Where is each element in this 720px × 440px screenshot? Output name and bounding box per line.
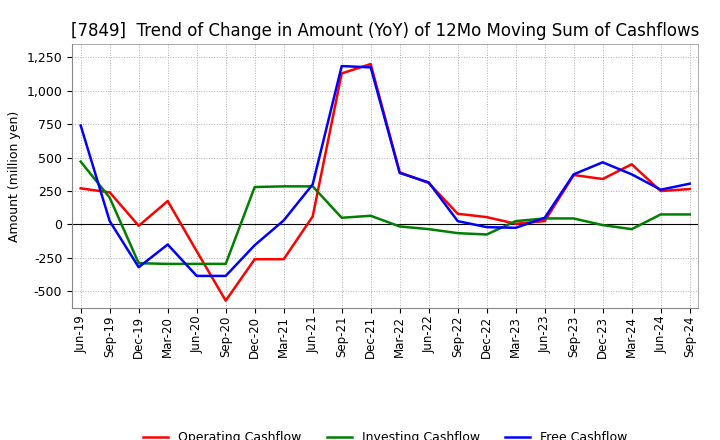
Investing Cashflow — [221, 261, 230, 267]
Free Cashflow — [105, 219, 114, 224]
Free Cashflow — [627, 172, 636, 177]
Operating Cashflow — [482, 214, 491, 220]
Operating Cashflow — [192, 249, 201, 254]
Operating Cashflow — [541, 219, 549, 224]
Free Cashflow — [395, 170, 404, 176]
Investing Cashflow — [135, 260, 143, 266]
Investing Cashflow — [308, 184, 317, 189]
Line: Operating Cashflow: Operating Cashflow — [81, 64, 690, 301]
Operating Cashflow — [308, 214, 317, 219]
Free Cashflow — [511, 225, 520, 231]
Operating Cashflow — [338, 71, 346, 76]
Free Cashflow — [163, 242, 172, 247]
Operating Cashflow — [627, 161, 636, 167]
Operating Cashflow — [163, 198, 172, 204]
Free Cashflow — [76, 123, 85, 128]
Free Cashflow — [482, 224, 491, 230]
Investing Cashflow — [338, 215, 346, 220]
Investing Cashflow — [570, 216, 578, 221]
Free Cashflow — [135, 264, 143, 270]
Operating Cashflow — [135, 223, 143, 228]
Investing Cashflow — [511, 219, 520, 224]
Investing Cashflow — [482, 232, 491, 237]
Free Cashflow — [541, 215, 549, 220]
Investing Cashflow — [251, 184, 259, 190]
Free Cashflow — [308, 182, 317, 187]
Operating Cashflow — [76, 186, 85, 191]
Investing Cashflow — [685, 212, 694, 217]
Free Cashflow — [279, 218, 288, 223]
Operating Cashflow — [251, 257, 259, 262]
Operating Cashflow — [570, 172, 578, 178]
Operating Cashflow — [424, 180, 433, 186]
Legend: Operating Cashflow, Investing Cashflow, Free Cashflow: Operating Cashflow, Investing Cashflow, … — [137, 425, 634, 440]
Investing Cashflow — [598, 223, 607, 228]
Free Cashflow — [251, 242, 259, 248]
Free Cashflow — [366, 65, 375, 70]
Free Cashflow — [685, 181, 694, 186]
Operating Cashflow — [511, 221, 520, 227]
Investing Cashflow — [192, 261, 201, 267]
Line: Free Cashflow: Free Cashflow — [81, 66, 690, 276]
Y-axis label: Amount (million yen): Amount (million yen) — [8, 110, 21, 242]
Investing Cashflow — [76, 159, 85, 164]
Free Cashflow — [338, 63, 346, 69]
Investing Cashflow — [163, 261, 172, 267]
Line: Investing Cashflow: Investing Cashflow — [81, 161, 690, 264]
Operating Cashflow — [395, 170, 404, 175]
Investing Cashflow — [279, 184, 288, 189]
Operating Cashflow — [105, 190, 114, 195]
Free Cashflow — [424, 180, 433, 185]
Free Cashflow — [192, 273, 201, 279]
Investing Cashflow — [657, 212, 665, 217]
Investing Cashflow — [105, 195, 114, 200]
Free Cashflow — [454, 219, 462, 224]
Investing Cashflow — [424, 227, 433, 232]
Free Cashflow — [570, 172, 578, 177]
Investing Cashflow — [454, 231, 462, 236]
Investing Cashflow — [541, 216, 549, 221]
Investing Cashflow — [366, 213, 375, 218]
Operating Cashflow — [657, 188, 665, 194]
Operating Cashflow — [598, 176, 607, 182]
Investing Cashflow — [395, 224, 404, 229]
Free Cashflow — [221, 273, 230, 279]
Operating Cashflow — [685, 187, 694, 192]
Free Cashflow — [598, 160, 607, 165]
Operating Cashflow — [279, 257, 288, 262]
Title: [7849]  Trend of Change in Amount (YoY) of 12Mo Moving Sum of Cashflows: [7849] Trend of Change in Amount (YoY) o… — [71, 22, 699, 40]
Operating Cashflow — [454, 211, 462, 216]
Investing Cashflow — [627, 227, 636, 232]
Free Cashflow — [657, 187, 665, 192]
Operating Cashflow — [221, 298, 230, 303]
Operating Cashflow — [366, 62, 375, 67]
